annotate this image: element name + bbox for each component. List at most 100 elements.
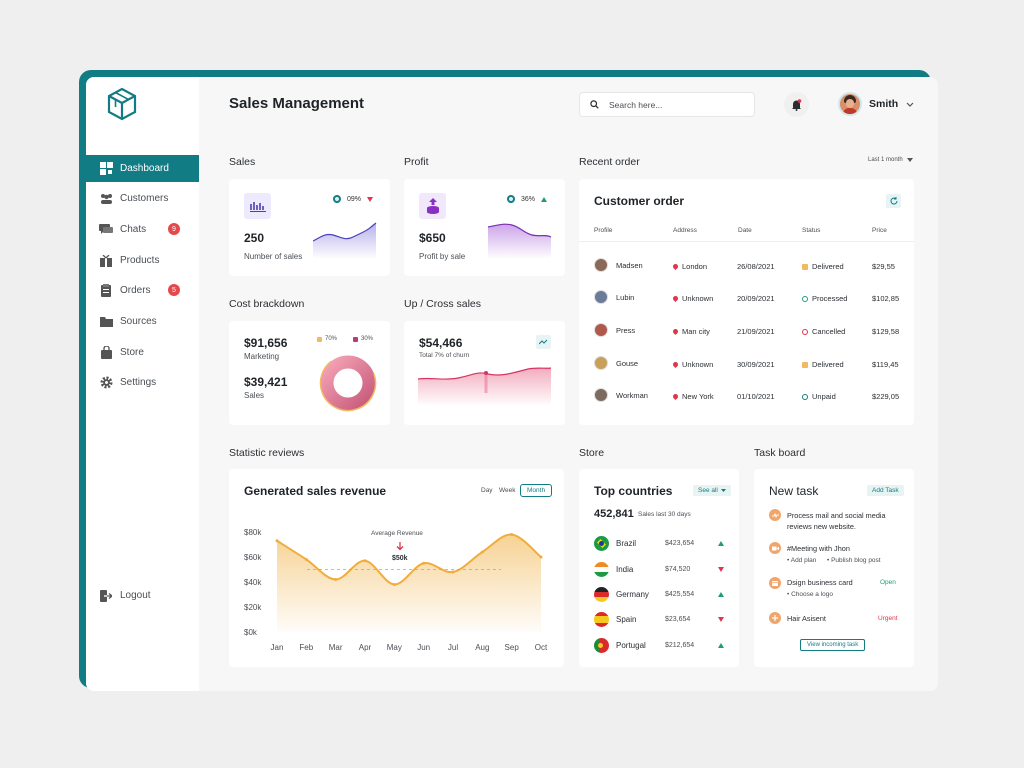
chevron-down-icon (906, 102, 914, 107)
col-header-address: Address (673, 227, 697, 234)
toggle-day[interactable]: Day (481, 487, 493, 494)
y-tick-label: $20k (244, 603, 262, 612)
x-tick-label: Mar (329, 643, 343, 652)
statistic-section-label: Statistic reviews (229, 447, 305, 459)
toggle-week[interactable]: Week (499, 487, 516, 494)
revenue-point-mar (334, 578, 338, 581)
sidebar-item-customers[interactable]: Customers (86, 185, 199, 212)
row-price: $229,05 (872, 392, 900, 401)
sidebar-item-chats[interactable]: Chats 9 (86, 216, 199, 243)
orders-badge: 5 (168, 284, 180, 296)
profit-section-label: Profit (404, 156, 429, 168)
revenue-area-fill (277, 534, 541, 632)
change-dot-icon (507, 195, 515, 203)
logout-button[interactable]: Logout (86, 582, 199, 609)
toggle-month[interactable]: Month (520, 484, 553, 497)
activity-icon (769, 509, 781, 521)
recent-order-filter[interactable]: Last 1 month (868, 157, 913, 163)
search-placeholder: Search here... (609, 99, 663, 110)
row-price: $102,85 (872, 294, 900, 303)
trend-up-icon (718, 643, 724, 648)
view-incoming-task-button[interactable]: View incoming task (800, 639, 866, 651)
upcross-value: $54,466 (419, 336, 463, 350)
sidebar-item-sources[interactable]: Sources (86, 308, 199, 335)
row-date: 30/09/2021 (737, 360, 775, 369)
row-price: $119,45 (872, 360, 899, 369)
subtask-publish-blog[interactable]: • Publish blog post (827, 557, 881, 564)
x-tick-label: May (387, 643, 402, 652)
spain-flag-icon (594, 612, 609, 627)
avatar (594, 258, 608, 272)
subtask-choose-logo[interactable]: • Choose a logo (787, 591, 834, 598)
profit-change-value: 36% (521, 195, 536, 203)
upcross-section-label: Up / Cross sales (404, 298, 482, 310)
country-value: $423,654 (665, 540, 695, 547)
sidebar-item-dashboard[interactable]: Dashboard (86, 155, 199, 182)
y-tick-label: $0k (244, 628, 258, 637)
row-address: New York (682, 392, 714, 401)
task-meeting[interactable]: #Meeting with Jhon (787, 544, 850, 553)
country-row-spain[interactable]: Spain (594, 612, 636, 627)
row-date: 26/08/2021 (737, 262, 775, 271)
revenue-series-line (276, 533, 542, 586)
sales-label: Number of sales (244, 252, 303, 261)
sidebar-item-products[interactable]: Products (86, 247, 199, 274)
row-name: Workman (616, 390, 648, 400)
country-row-brazil[interactable]: Brazil (594, 536, 636, 551)
task-item-text[interactable]: Process mail and social media reviews ne… (787, 511, 886, 531)
row-name: Gouse (616, 358, 639, 368)
see-all-button[interactable]: See all (693, 485, 731, 496)
upcross-area-chart (418, 367, 551, 405)
trend-button[interactable] (536, 335, 551, 349)
x-tick-label: Sep (505, 643, 520, 652)
sidebar-item-label: Orders (120, 285, 151, 296)
subtask-add-plan[interactable]: • Add plan (787, 557, 817, 564)
country-row-portugal[interactable]: Portugal (594, 638, 646, 653)
sidebar-item-label: Chats (120, 224, 147, 235)
row-status: Delivered (812, 262, 844, 271)
notification-button[interactable] (784, 92, 809, 117)
cost-sales-label: Sales (244, 391, 265, 400)
profit-label: Profit by sale (419, 252, 466, 261)
sidebar: Dashboard Customers Chats 9 Products O (86, 77, 199, 691)
customer-order-title: Customer order (594, 194, 685, 208)
sidebar-item-store[interactable]: Store (86, 339, 199, 366)
user-menu[interactable]: Smith (838, 92, 914, 116)
dashboard-icon (99, 162, 113, 176)
trend-up-icon (718, 541, 724, 546)
profit-card: 36% $650 Profit by sale (404, 179, 565, 276)
country-value: $74,520 (665, 566, 691, 573)
sidebar-item-orders[interactable]: Orders 5 (86, 277, 199, 304)
sidebar-item-label: Settings (120, 377, 157, 388)
search-input[interactable]: Search here... (579, 92, 755, 117)
chats-badge: 9 (168, 223, 180, 235)
sidebar-item-label: Store (120, 347, 144, 358)
change-dot-icon (333, 195, 341, 203)
row-status: Unpaid (812, 392, 836, 401)
revenue-point-apr (363, 559, 367, 563)
row-name: Press (616, 325, 636, 335)
logout-icon (99, 589, 113, 603)
average-revenue-label: Average Revenue (371, 530, 423, 537)
task-hair-assistant[interactable]: Hair Asisent (787, 614, 826, 623)
task-business-card[interactable]: Dsign business card (787, 578, 853, 587)
user-name: Smith (869, 98, 899, 110)
revenue-point-aug (480, 550, 484, 554)
revenue-card: Generated sales revenue Day Week Month $… (229, 469, 564, 667)
unpaid-icon (802, 393, 808, 400)
country-row-germany[interactable]: Germany (594, 587, 649, 602)
country-value: $212,654 (665, 642, 695, 649)
revenue-point-jun (422, 561, 426, 565)
add-task-button[interactable]: Add Task (867, 485, 904, 496)
avatar (838, 92, 862, 116)
sidebar-item-settings[interactable]: Settings (86, 369, 199, 396)
products-icon (99, 254, 113, 268)
legend-swatch-icon (353, 336, 358, 342)
refresh-button[interactable] (886, 194, 901, 208)
row-date: 21/09/2021 (737, 327, 775, 336)
chats-icon (99, 223, 113, 237)
row-status: Processed (812, 294, 848, 303)
country-row-india[interactable]: India (594, 562, 633, 577)
x-tick-label: Feb (299, 643, 313, 652)
table-divider (579, 241, 914, 242)
